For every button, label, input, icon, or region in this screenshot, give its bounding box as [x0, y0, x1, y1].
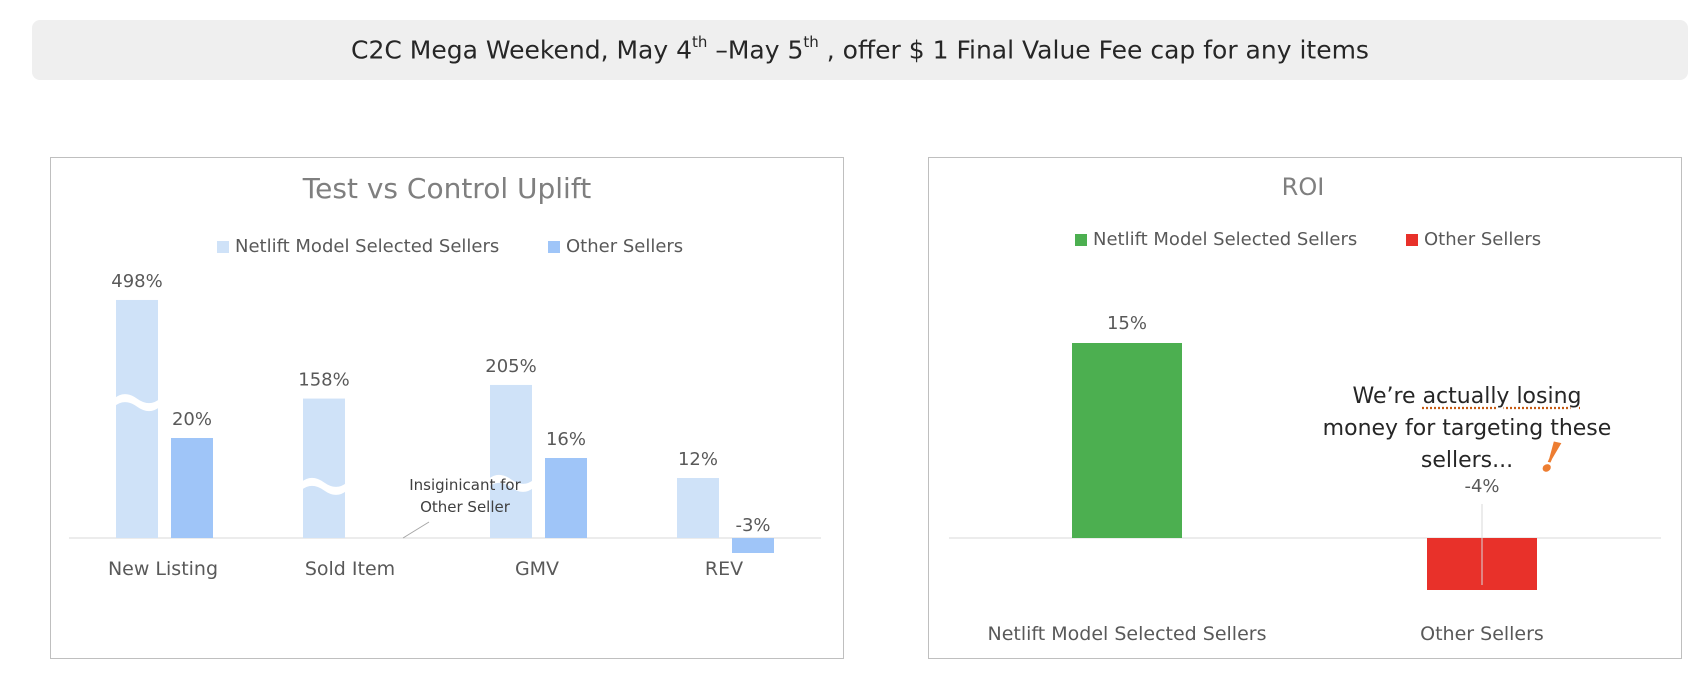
axis-break-mark: [114, 394, 160, 412]
legend-swatch-netlift: [1075, 234, 1087, 246]
banner-text-part3: , offer $ 1 Final Value Fee cap for any …: [818, 35, 1369, 65]
legend-label-other: Other Sellers: [1424, 229, 1541, 250]
bar-other: [171, 438, 213, 538]
annotation-text-before: We’re: [1352, 384, 1423, 409]
x-tick-label: Other Sellers: [1420, 623, 1544, 645]
roi-chart-panel: ROI Netlift Model Selected Sellers Other S…: [928, 157, 1682, 659]
data-label-netlift: 205%: [485, 356, 536, 377]
bar-netlift: [1072, 343, 1182, 538]
annotation-text-after: money for targeting these sellers...: [1322, 416, 1612, 473]
data-label-netlift: 158%: [298, 370, 349, 391]
banner-text-part2: –May 5: [707, 35, 804, 65]
x-tick-label: Sold Item: [305, 558, 395, 580]
legend-swatch-other: [1406, 234, 1418, 246]
bar-netlift: [303, 398, 345, 538]
chart-title: Test vs Control Uplift: [302, 172, 591, 205]
data-label-other: -4%: [1464, 476, 1499, 497]
legend-swatch-netlift: [217, 241, 229, 253]
uplift-chart: Test vs Control Uplift Netlift Model Sele…: [69, 172, 821, 580]
annotation-text-underlined: actually losing: [1422, 384, 1582, 409]
legend-label-netlift: Netlift Model Selected Sellers: [235, 236, 499, 257]
roi-chart: ROI Netlift Model Selected Sellers Other S…: [949, 173, 1661, 645]
banner-sup-2: th: [803, 33, 819, 52]
legend-label-other: Other Sellers: [566, 236, 683, 257]
banner-text: C2C Mega Weekend, May 4th –May 5th , off…: [351, 33, 1369, 65]
data-label-other: -3%: [735, 515, 770, 536]
legend-swatch-other: [548, 241, 560, 253]
bar-netlift: [116, 299, 158, 538]
bar-netlift: [677, 478, 719, 538]
data-label-netlift: 498%: [111, 271, 162, 292]
slide-title-banner: C2C Mega Weekend, May 4th –May 5th , off…: [32, 20, 1688, 80]
x-tick-label: New Listing: [108, 558, 218, 580]
banner-sup-1: th: [692, 33, 708, 52]
chart-title: ROI: [1282, 173, 1325, 201]
axis-break-mark: [301, 477, 347, 495]
axis-break-mark: [488, 474, 534, 492]
bar-other: [732, 538, 774, 553]
bar-other: [545, 458, 587, 538]
data-label-netlift: 15%: [1107, 313, 1147, 334]
data-label-netlift: 12%: [678, 449, 718, 470]
x-tick-label: REV: [705, 558, 743, 580]
x-tick-label: GMV: [515, 558, 559, 580]
data-label-other: 16%: [546, 429, 586, 450]
uplift-chart-panel: Test vs Control Uplift Netlift Model Sele…: [50, 157, 844, 659]
legend-label-netlift: Netlift Model Selected Sellers: [1093, 229, 1357, 250]
x-tick-label: Netlift Model Selected Sellers: [988, 623, 1267, 645]
banner-text-part1: C2C Mega Weekend, May 4: [351, 35, 693, 65]
losing-money-annotation: We’re actually losing money for targetin…: [1317, 381, 1617, 477]
annotation-leader-line: [402, 521, 430, 539]
bar-netlift: [490, 384, 532, 538]
insignificant-annotation: Insiginicant for Other Seller: [409, 476, 521, 516]
data-label-other: 20%: [172, 409, 212, 430]
